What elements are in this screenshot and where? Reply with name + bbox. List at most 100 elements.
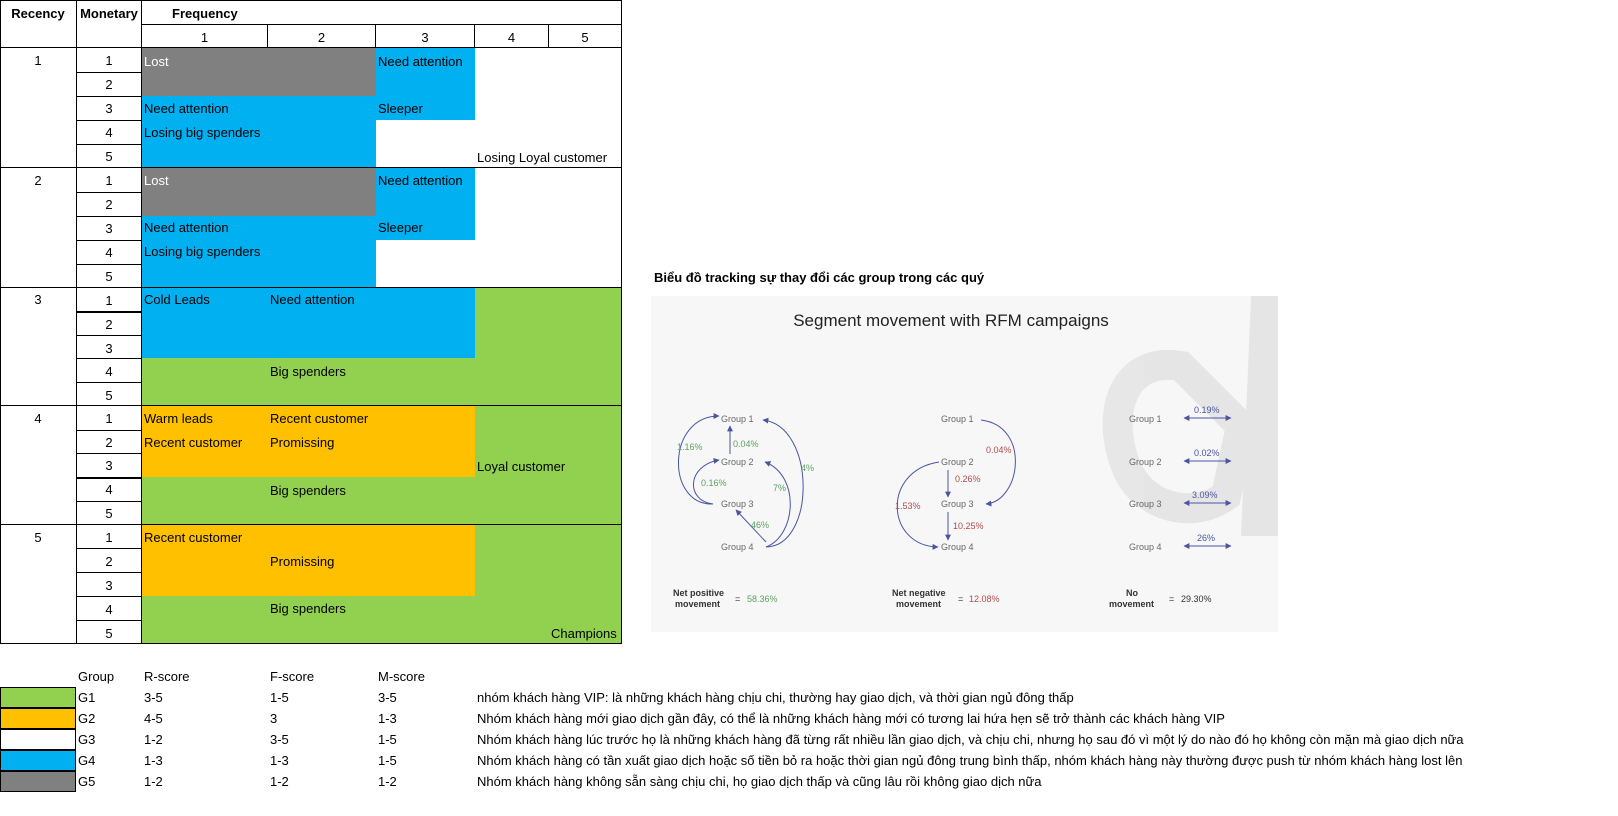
svg-text:0.04%: 0.04%	[986, 445, 1012, 455]
svg-text:0.02%: 0.02%	[1194, 448, 1220, 458]
legend-m-score: 3-5	[378, 690, 397, 705]
legend-description: Nhóm khách hàng có tần xuất giao dịch ho…	[477, 753, 1463, 768]
legend-color-swatch	[0, 750, 76, 771]
label-need-attention: Need attention	[270, 292, 355, 307]
label-promissing: Promissing	[270, 435, 335, 450]
label-sleeper: Sleeper	[378, 220, 423, 235]
monetary-value: 5	[105, 388, 113, 403]
monetary-value: 1	[105, 411, 113, 426]
segment-block-recent	[142, 525, 475, 596]
label-losing-big-spenders: Losing big spenders	[144, 125, 261, 140]
svg-text:Group 3: Group 3	[1129, 499, 1162, 509]
label-lost: Lost	[144, 54, 169, 69]
svg-text:10.25%: 10.25%	[953, 521, 984, 531]
legend-color-swatch	[0, 729, 76, 750]
svg-text:12.08%: 12.08%	[969, 594, 1000, 604]
legend-f-score: 1-2	[270, 774, 289, 789]
svg-text:Group 1: Group 1	[1129, 414, 1162, 424]
svg-text:=: =	[735, 594, 740, 604]
pos-label: 1.16%	[677, 442, 703, 452]
svg-text:Group 3: Group 3	[941, 499, 974, 509]
positive-movement-panel: Group 1 Group 2 Group 3 Group 4 1.16% 0.…	[673, 413, 814, 609]
legend-m-score: 1-5	[378, 753, 397, 768]
header-frequency: Frequency	[172, 6, 238, 21]
label-cold-leads: Cold Leads	[144, 292, 210, 307]
legend-color-swatch	[0, 708, 76, 729]
segment-block-need-attention	[142, 216, 376, 288]
monetary-value: 3	[105, 341, 113, 356]
label-recent-customer: Recent customer	[144, 530, 243, 545]
svg-text:29.30%: 29.30%	[1181, 594, 1212, 604]
segment-block-recent	[142, 406, 475, 477]
svg-text:Group 2: Group 2	[1129, 457, 1162, 467]
monetary-value: 2	[105, 77, 113, 92]
svg-text:Net positive: Net positive	[673, 588, 724, 598]
legend-f-score: 3	[270, 711, 278, 726]
svg-text:Group 4: Group 4	[1129, 542, 1162, 552]
segment-block-loyal	[475, 406, 622, 477]
svg-text:movement: movement	[896, 599, 941, 609]
segment-block-need-attention	[376, 168, 475, 240]
legend-m-score: 1-5	[378, 732, 397, 747]
monetary-value: 5	[105, 269, 113, 284]
monetary-value: 1	[105, 53, 113, 68]
svg-text:=: =	[958, 594, 963, 604]
label-promissing: Promissing	[270, 554, 335, 569]
svg-text:No: No	[1126, 588, 1138, 598]
segment-block-big-spenders	[142, 477, 622, 525]
legend-m-score: 1-2	[378, 774, 397, 789]
monetary-value: 5	[105, 506, 113, 521]
svg-text:26%: 26%	[1197, 533, 1215, 543]
monetary-value: 4	[105, 364, 113, 379]
freq-col-3: 3	[421, 30, 429, 45]
segment-block-big-spenders	[142, 358, 622, 406]
label-need-attention: Need attention	[378, 173, 463, 188]
monetary-value: 3	[105, 101, 113, 116]
label-big-spenders: Big spenders	[270, 364, 346, 379]
segment-block-need-attention	[142, 96, 376, 168]
monetary-value: 4	[105, 245, 113, 260]
label-recent-customer: Recent customer	[144, 435, 243, 450]
label-champions: Champions	[551, 626, 617, 641]
monetary-value: 3	[105, 221, 113, 236]
monetary-value: 1	[105, 530, 113, 545]
segment-movement-image: Segment movement with RFM campaigns Grou…	[651, 296, 1278, 632]
segment-block-lost	[142, 48, 376, 96]
label-recent-customer: Recent customer	[270, 411, 369, 426]
header-recency: Recency	[11, 6, 65, 21]
legend-r-score: 3-5	[144, 690, 163, 705]
monetary-value: 5	[105, 149, 113, 164]
monetary-value: 3	[105, 458, 113, 473]
segment-block-big-spenders	[142, 596, 622, 644]
monetary-value: 2	[105, 554, 113, 569]
legend-group: G3	[78, 732, 96, 747]
segment-block-champions	[475, 525, 622, 596]
recency-value: 5	[34, 530, 42, 545]
no-movement-panel: Group 1 Group 2 Group 3 Group 4 0.19% 0.…	[1109, 405, 1232, 609]
legend-header-f: F-score	[270, 669, 315, 684]
legend-header-r: R-score	[144, 669, 190, 684]
monetary-value: 1	[105, 173, 113, 188]
monetary-value: 2	[105, 435, 113, 450]
legend-color-swatch	[0, 771, 76, 792]
segment-block-loyal	[475, 288, 622, 358]
label-big-spenders: Big spenders	[270, 601, 346, 616]
legend-r-score: 1-3	[144, 753, 163, 768]
chart-caption: Biểu đồ tracking sự thay đổi các group t…	[654, 270, 985, 285]
monetary-value: 3	[105, 578, 113, 593]
svg-text:Group 1: Group 1	[941, 414, 974, 424]
svg-text:movement: movement	[675, 599, 720, 609]
label-losing-loyal-customer: Losing Loyal customer	[477, 150, 608, 165]
label-lost: Lost	[144, 173, 169, 188]
monetary-value: 4	[105, 602, 113, 617]
svg-text:Group 2: Group 2	[941, 457, 974, 467]
legend-f-score: 1-3	[270, 753, 289, 768]
legend-header-group: Group	[78, 669, 115, 684]
group-label: Group 4	[721, 542, 754, 552]
legend-group: G4	[78, 753, 96, 768]
monetary-value: 2	[105, 317, 113, 332]
svg-text:=: =	[1169, 594, 1174, 604]
label-sleeper: Sleeper	[378, 101, 423, 116]
label-losing-big-spenders: Losing big spenders	[144, 244, 261, 259]
freq-col-1: 1	[200, 30, 209, 45]
